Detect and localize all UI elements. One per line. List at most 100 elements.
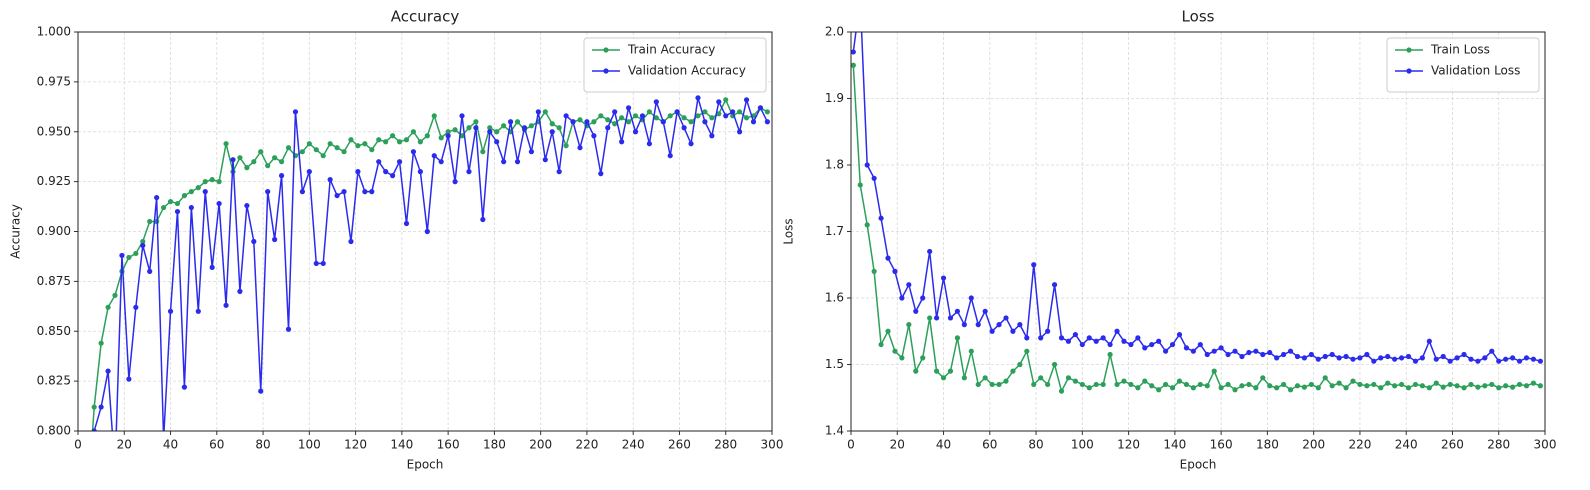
data-point <box>230 157 236 163</box>
data-point <box>126 376 132 382</box>
data-point <box>764 109 770 115</box>
data-point <box>927 315 933 321</box>
data-point <box>251 238 257 245</box>
x-tick-label: 260 <box>668 438 691 452</box>
data-point <box>674 109 680 115</box>
data-point <box>1142 345 1148 351</box>
data-point <box>396 139 403 145</box>
data-point <box>954 308 961 314</box>
data-point <box>982 308 988 314</box>
data-point <box>1482 383 1488 389</box>
data-point <box>933 368 940 374</box>
data-point <box>940 275 947 281</box>
y-tick-label: 1.4 <box>825 424 844 438</box>
data-point <box>181 384 188 390</box>
data-point <box>1156 387 1162 393</box>
x-tick-label: 80 <box>1028 438 1043 452</box>
data-point <box>1454 383 1460 389</box>
data-point <box>1398 355 1405 361</box>
data-point <box>695 113 701 119</box>
data-point <box>612 121 618 127</box>
data-point <box>1392 383 1398 389</box>
data-point <box>313 147 319 153</box>
data-point <box>927 248 933 255</box>
data-point <box>410 129 417 135</box>
data-point <box>989 328 995 334</box>
data-point <box>1329 383 1335 389</box>
data-point <box>1065 375 1072 381</box>
legend-label: Train Loss <box>1430 43 1490 57</box>
data-point <box>202 179 208 185</box>
data-point <box>91 404 97 410</box>
data-point <box>528 123 535 129</box>
data-point <box>438 135 444 141</box>
data-point <box>1468 381 1474 388</box>
data-point <box>996 322 1002 328</box>
data-point <box>871 175 877 181</box>
data-point <box>320 153 326 159</box>
data-point <box>1079 341 1085 348</box>
data-point <box>1218 345 1224 351</box>
data-point <box>1280 381 1287 388</box>
data-point <box>1322 353 1328 360</box>
data-point <box>1537 383 1543 389</box>
data-point <box>292 109 299 115</box>
data-point <box>1308 351 1314 358</box>
data-point <box>140 238 146 245</box>
data-point <box>112 292 118 298</box>
data-point <box>1246 381 1252 388</box>
data-point <box>195 308 201 314</box>
x-axis-label: Epoch <box>407 458 444 472</box>
data-point <box>1350 378 1356 384</box>
y-tick-label: 0.975 <box>37 74 71 88</box>
y-tick-label: 1.5 <box>825 357 844 371</box>
data-point <box>466 169 472 175</box>
data-point <box>1190 348 1196 354</box>
data-point <box>341 149 347 155</box>
data-point <box>892 348 898 354</box>
data-point <box>1128 381 1134 388</box>
data-point <box>1072 378 1078 384</box>
data-point <box>885 328 891 334</box>
data-point <box>1461 351 1467 358</box>
data-point <box>424 133 430 139</box>
data-point <box>653 115 659 121</box>
data-point <box>913 368 919 374</box>
data-point <box>459 113 465 119</box>
data-point <box>1142 378 1148 384</box>
data-point <box>723 97 729 103</box>
data-point <box>757 105 764 111</box>
data-point <box>1350 356 1356 362</box>
data-point <box>1058 388 1065 394</box>
data-point <box>417 169 423 175</box>
data-point <box>480 149 486 155</box>
data-point <box>1058 335 1065 341</box>
data-point <box>947 315 954 321</box>
data-point <box>1516 358 1523 364</box>
data-point <box>1489 381 1495 388</box>
y-axis-label: Loss <box>782 218 796 244</box>
x-tick-label: 80 <box>255 438 270 452</box>
data-point <box>237 288 243 294</box>
data-point <box>1412 381 1419 388</box>
data-point <box>1510 355 1516 361</box>
data-point <box>598 113 604 119</box>
data-point <box>521 125 528 131</box>
data-point <box>278 159 285 165</box>
data-point <box>681 115 687 121</box>
data-point <box>265 163 271 169</box>
data-point <box>1024 348 1030 354</box>
x-tick-label: 40 <box>936 438 951 452</box>
data-point <box>1197 381 1203 388</box>
data-point <box>188 204 194 211</box>
legend-marker <box>603 68 609 74</box>
data-point <box>906 282 912 288</box>
data-point <box>1315 356 1321 362</box>
data-point <box>933 315 940 321</box>
data-point <box>619 139 625 145</box>
data-point <box>1038 335 1044 341</box>
data-point <box>1475 384 1481 390</box>
data-point <box>695 95 701 101</box>
data-point <box>494 139 500 145</box>
data-point <box>396 159 403 165</box>
